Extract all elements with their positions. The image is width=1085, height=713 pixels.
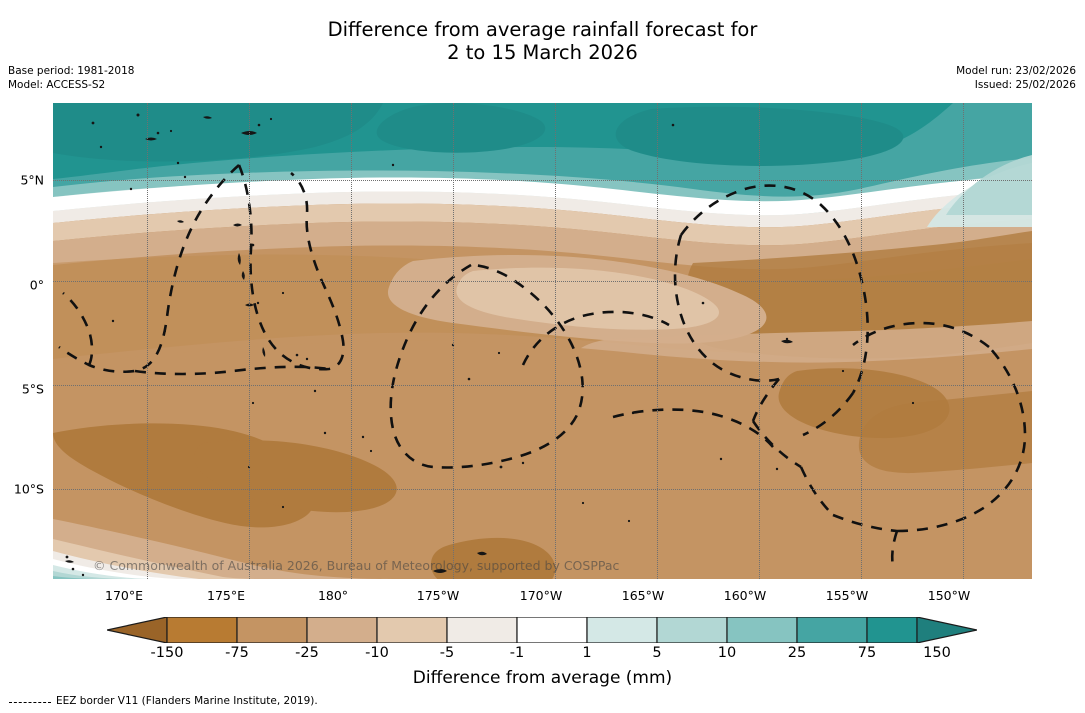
gridline-vertical xyxy=(759,103,760,579)
gridline-vertical xyxy=(249,103,250,579)
gridline-vertical xyxy=(555,103,556,579)
colorbar-tick: 1 xyxy=(582,645,592,661)
eez-legend: EEZ border V11 (Flanders Marine Institut… xyxy=(9,695,318,707)
gridline-horizontal xyxy=(53,489,1032,490)
dashed-line-icon xyxy=(9,701,51,703)
page-title: Difference from average rainfall forecas… xyxy=(327,18,758,64)
colorbar-tick: -150 xyxy=(150,645,184,661)
xtick-label: 160°W xyxy=(723,588,767,603)
colorbar-tick: -25 xyxy=(295,645,319,661)
issued-text: Issued: 25/02/2026 xyxy=(974,79,1076,91)
ytick-label: 5°N xyxy=(20,172,44,188)
metadata-right: Model run: 23/02/2026 Issued: 25/02/2026 xyxy=(956,64,1076,92)
xtick-label: 180° xyxy=(317,588,349,603)
eez-legend-label: EEZ border V11 (Flanders Marine Institut… xyxy=(56,695,318,707)
xtick-label: 150°W xyxy=(927,588,971,603)
gridline-vertical xyxy=(351,103,352,579)
base-period-text: Base period: 1981-2018 xyxy=(8,65,135,77)
gridline-vertical xyxy=(147,103,148,579)
map-contour-field xyxy=(53,103,1032,579)
xtick-label: 175°W xyxy=(416,588,460,603)
colorbar-tick: 25 xyxy=(787,645,807,661)
colorbar-tick: -1 xyxy=(509,645,525,661)
model-run-text: Model run: 23/02/2026 xyxy=(956,65,1076,77)
xtick-label: 155°W xyxy=(825,588,869,603)
colorbar[interactable] xyxy=(107,617,977,643)
xtick-label: 170°E xyxy=(104,588,144,603)
gridline-vertical xyxy=(657,103,658,579)
xtick-label: 175°E xyxy=(206,588,246,603)
gridline-horizontal xyxy=(53,385,1032,386)
gridline-horizontal xyxy=(53,180,1032,181)
xtick-label: 165°W xyxy=(621,588,665,603)
rainfall-anomaly-map[interactable]: © Commonwealth of Australia 2026, Bureau… xyxy=(53,103,1032,579)
gridline-horizontal xyxy=(53,281,1032,282)
colorbar-tick: -5 xyxy=(439,645,455,661)
gridline-vertical xyxy=(963,103,964,579)
colorbar-tick: 75 xyxy=(857,645,877,661)
ytick-label: 10°S xyxy=(13,481,44,497)
xtick-label: 170°W xyxy=(519,588,563,603)
ytick-label: 0° xyxy=(29,277,44,293)
gridline-vertical xyxy=(453,103,454,579)
model-text: Model: ACCESS-S2 xyxy=(8,79,106,91)
colorbar-axis-label: Difference from average (mm) xyxy=(412,668,673,688)
colorbar-tick: 5 xyxy=(652,645,662,661)
metadata-left: Base period: 1981-2018 Model: ACCESS-S2 xyxy=(8,64,134,92)
colorbar-tick: 10 xyxy=(717,645,737,661)
ytick-label: 5°S xyxy=(21,381,44,397)
colorbar-tick: -10 xyxy=(365,645,389,661)
gridline-vertical xyxy=(861,103,862,579)
colorbar-tick: 150 xyxy=(923,645,951,661)
colorbar-tick: -75 xyxy=(225,645,249,661)
